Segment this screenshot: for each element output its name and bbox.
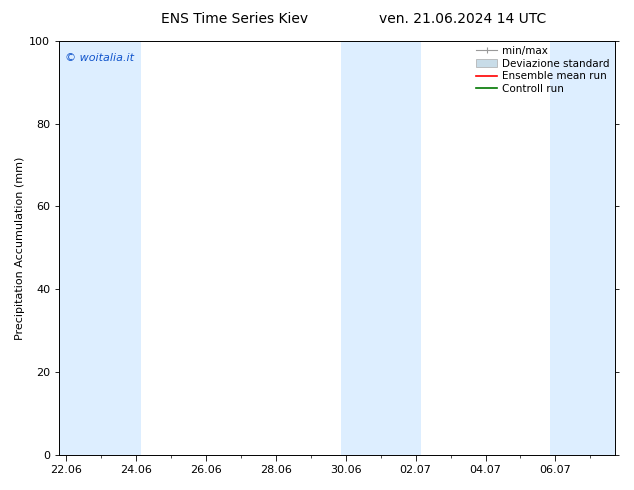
Y-axis label: Precipitation Accumulation (mm): Precipitation Accumulation (mm) — [15, 156, 25, 340]
Bar — [550, 41, 615, 455]
Bar — [340, 41, 421, 455]
Text: © woitalia.it: © woitalia.it — [65, 53, 134, 64]
Legend: min/max, Deviazione standard, Ensemble mean run, Controll run: min/max, Deviazione standard, Ensemble m… — [474, 44, 612, 96]
Text: ven. 21.06.2024 14 UTC: ven. 21.06.2024 14 UTC — [379, 12, 547, 26]
Bar — [59, 41, 141, 455]
Text: ENS Time Series Kiev: ENS Time Series Kiev — [161, 12, 308, 26]
